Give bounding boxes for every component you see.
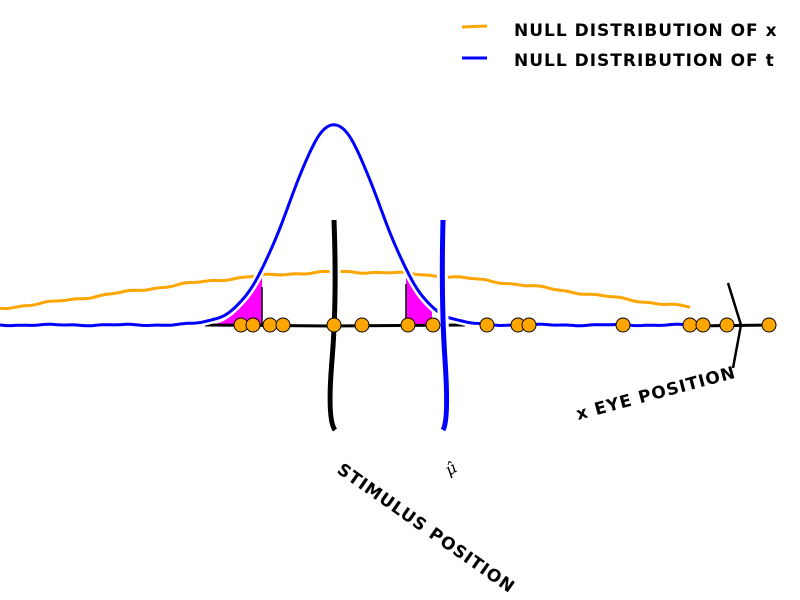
sample-point [326, 317, 342, 333]
mu-hat-line [439, 219, 450, 432]
sample-point [275, 317, 291, 333]
sample-point [479, 317, 495, 333]
eye-position-label: x EYE POSITION [574, 363, 738, 425]
sample-point [615, 317, 631, 333]
sample-point [262, 317, 278, 333]
sample-point [354, 317, 370, 333]
stimulus-position-label: STIMULUS POSITION [333, 460, 518, 598]
mu-hat-label: μ̂ [442, 458, 461, 480]
sample-point [400, 317, 416, 333]
stimulus-position-line [327, 219, 338, 432]
sample-point [245, 317, 261, 333]
eye-position-marker [726, 282, 743, 369]
legend-swatch-x [461, 24, 488, 29]
null-distribution-x-curve [0, 269, 691, 311]
sample-point [761, 317, 777, 333]
sample-point [521, 317, 537, 333]
sample-point [682, 317, 698, 333]
legend-label-t: NULL DISTRIBUTION OF t [514, 51, 775, 71]
legend-label-x: NULL DISTRIBUTION OF x [514, 21, 778, 41]
sample-point [719, 317, 735, 333]
null-distribution-t-curve [0, 123, 691, 328]
sample-point [695, 317, 711, 333]
left-tail-area [205, 273, 262, 327]
sample-point [425, 317, 441, 333]
legend: NULL DISTRIBUTION OF x NULL DISTRIBUTION… [461, 21, 778, 71]
